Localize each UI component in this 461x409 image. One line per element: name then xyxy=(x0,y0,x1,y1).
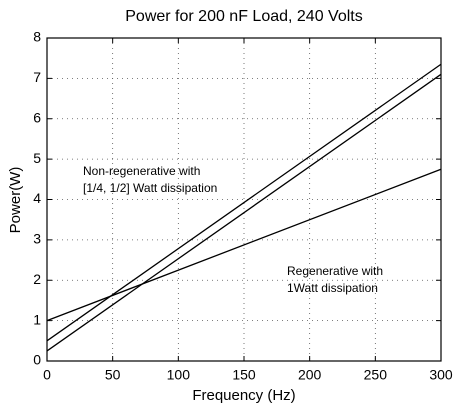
series-line xyxy=(46,73,442,352)
series-line xyxy=(46,168,442,322)
annotation: Non-regenerative with xyxy=(83,164,200,178)
series-line xyxy=(46,63,442,342)
annotation: Regenerative with xyxy=(287,264,383,278)
x-tick-label: 100 xyxy=(167,367,191,383)
x-tick-label: 150 xyxy=(232,367,256,383)
x-tick-label: 50 xyxy=(105,367,121,383)
x-tick-label: 300 xyxy=(429,367,453,383)
y-tick-label: 8 xyxy=(33,29,41,45)
x-tick-label: 200 xyxy=(298,367,322,383)
x-tick-label: 0 xyxy=(43,367,51,383)
y-tick-label: 7 xyxy=(33,69,41,85)
y-tick-label: 0 xyxy=(33,352,41,368)
plot-frame xyxy=(46,37,442,362)
y-tick-label: 2 xyxy=(33,271,41,287)
y-tick-label: 6 xyxy=(33,109,41,125)
annotation: 1Watt dissipation xyxy=(287,281,378,295)
annotation: [1/4, 1/2] Watt dissipation xyxy=(83,181,217,195)
y-tick-label: 1 xyxy=(33,311,41,327)
chart-title: Power for 200 nF Load, 240 Volts xyxy=(125,8,362,25)
y-tick-label: 5 xyxy=(33,150,41,166)
y-tick-label: 3 xyxy=(33,231,41,247)
y-tick-label: 4 xyxy=(33,190,41,206)
x-tick-label: 250 xyxy=(364,367,388,383)
x-axis-label: Frequency (Hz) xyxy=(192,387,295,404)
y-axis-label: Power(W) xyxy=(7,167,24,234)
